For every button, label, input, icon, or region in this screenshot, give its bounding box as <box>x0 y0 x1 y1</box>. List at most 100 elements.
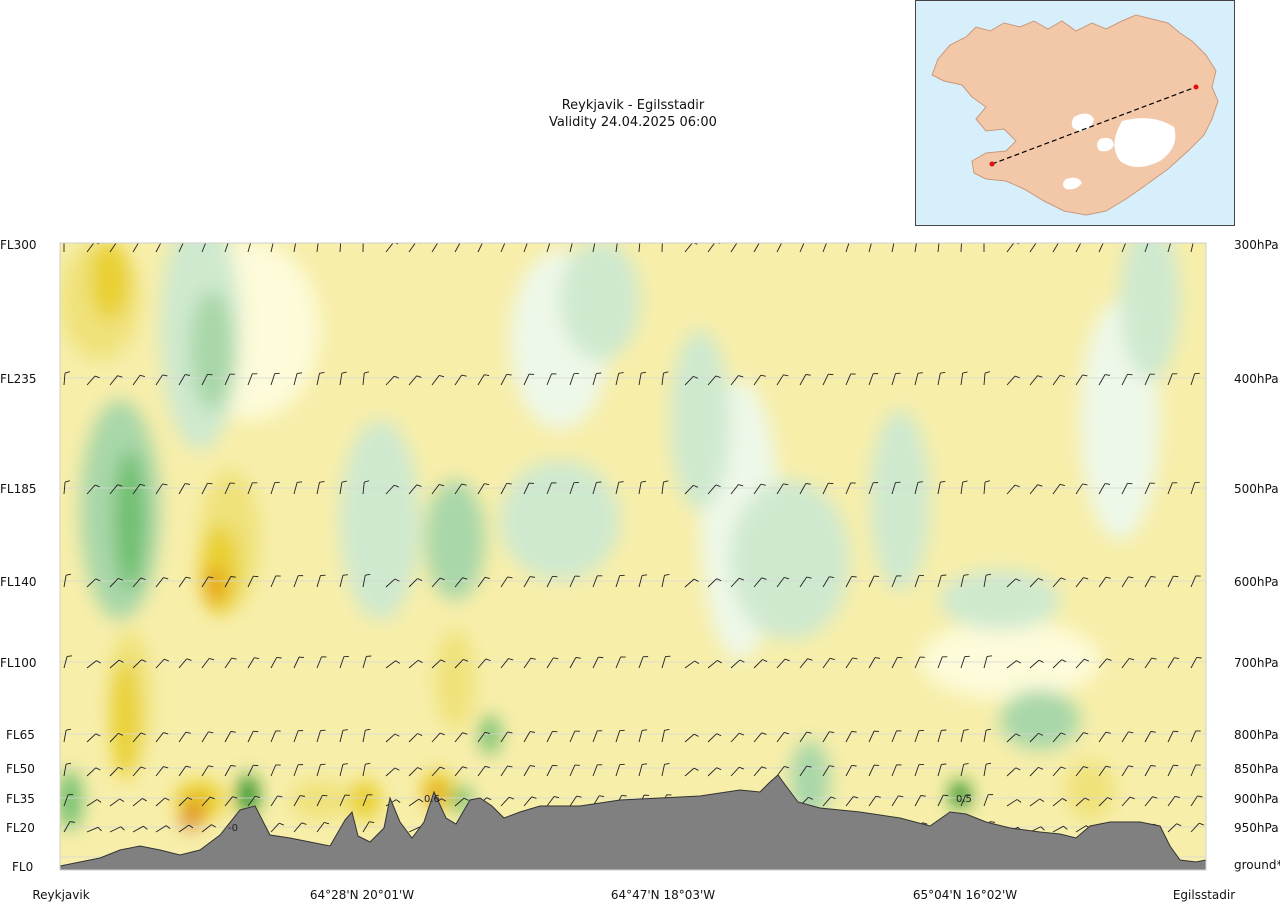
barb-feather <box>575 657 581 659</box>
barb-r5-1 <box>86 733 101 743</box>
barb-staff <box>799 765 808 777</box>
barb-staff <box>960 656 966 669</box>
barb-feather <box>417 767 423 770</box>
barb-feather <box>693 767 699 771</box>
barb-r1-6 <box>201 373 213 386</box>
glacier-langjokull <box>1071 113 1094 131</box>
barb-staff <box>638 730 643 743</box>
barb-r6-46 <box>1121 765 1134 777</box>
y-left-tick-fl0: FL0 <box>12 860 34 874</box>
barb-feather <box>394 733 400 737</box>
barb-feather <box>782 241 787 242</box>
barb-r4-38 <box>937 656 948 669</box>
barb-r4-25 <box>638 656 649 669</box>
barb-feather <box>917 481 923 483</box>
barb-r8-0 <box>63 821 76 833</box>
barb-r1-10 <box>293 372 303 386</box>
barb-r4-20 <box>523 657 536 669</box>
barb-staff <box>891 730 897 743</box>
barb-feather <box>162 374 168 377</box>
barb-r8-4 <box>155 825 171 833</box>
barb-r3-14 <box>385 578 400 588</box>
barb-staff <box>1029 375 1038 386</box>
barb-feather <box>1038 766 1044 770</box>
barb-feather <box>439 483 445 487</box>
barb-staff <box>339 243 342 253</box>
barb-r0-11 <box>316 243 319 253</box>
barb-staff <box>1006 733 1017 743</box>
barb-feather <box>188 824 194 829</box>
barb-r7-11 <box>316 794 328 807</box>
barb-feather <box>96 660 101 664</box>
barb-staff <box>454 577 463 588</box>
barb-r1-29 <box>730 375 744 386</box>
barb-feather <box>187 797 193 800</box>
barb-feather <box>1129 657 1135 661</box>
barb-r3-33 <box>822 576 835 588</box>
barb-r2-44 <box>1075 483 1088 495</box>
barb-feather <box>507 765 513 768</box>
barb-feather <box>760 242 765 243</box>
barb-r6-31 <box>776 765 790 777</box>
barb-r6-3 <box>132 766 146 777</box>
barb-staff <box>983 575 987 588</box>
barb-staff <box>431 577 441 588</box>
barb-staff <box>707 733 717 743</box>
barb-staff <box>408 578 418 588</box>
barb-r5-20 <box>523 731 536 743</box>
barb-r7-9 <box>270 795 283 807</box>
barb-r2-4 <box>155 483 168 495</box>
barb-feather <box>297 481 303 483</box>
barb-staff <box>109 733 119 743</box>
barb-r5-18 <box>477 731 491 743</box>
barb-feather <box>1015 578 1021 582</box>
barb-feather <box>530 657 536 660</box>
barb-feather <box>208 765 214 768</box>
barb-r4-15 <box>408 659 423 669</box>
barb-staff <box>592 482 597 495</box>
reykjavik-marker <box>989 161 995 167</box>
barb-r1-43 <box>1052 374 1066 386</box>
barb-r1-15 <box>408 375 422 386</box>
barb-staff <box>500 765 508 777</box>
barb-r3-9 <box>270 575 281 588</box>
barb-feather <box>1150 576 1156 578</box>
barb-r7-42 <box>1029 798 1045 807</box>
barb-staff <box>201 658 210 669</box>
barb-staff <box>1167 657 1175 669</box>
barb-staff <box>615 730 621 743</box>
barb-feather <box>808 796 814 800</box>
barb-feather <box>962 480 968 483</box>
barb-r2-8 <box>247 482 258 495</box>
barb-staff <box>385 767 396 777</box>
barb-staff <box>1121 796 1131 807</box>
barb-staff <box>1190 575 1197 588</box>
barb-feather <box>1105 731 1111 734</box>
barb-feather <box>1083 766 1089 769</box>
barb-staff <box>753 659 763 669</box>
barb-r2-29 <box>730 484 744 495</box>
y-left-tick-fl35: FL35 <box>6 792 35 806</box>
barb-r7-13 <box>362 794 373 807</box>
barb-staff <box>408 484 418 495</box>
barb-feather <box>717 660 722 664</box>
barb-staff <box>523 765 531 777</box>
barb-feather <box>143 825 148 830</box>
barb-r4-0 <box>63 655 73 669</box>
barb-r6-37 <box>914 764 924 777</box>
barb-staff <box>1098 731 1107 743</box>
barb-feather <box>117 484 123 487</box>
x-tick-waypoint-1: 64°28'N 20°01'W <box>309 888 415 902</box>
barb-feather <box>618 372 624 374</box>
barb-r1-44 <box>1075 374 1088 386</box>
barb-staff <box>1190 373 1196 386</box>
field-blob-37 <box>950 781 970 809</box>
barb-staff <box>569 373 575 386</box>
barb-r6-22 <box>569 764 580 777</box>
barb-r4-40 <box>983 655 993 669</box>
barb-r6-34 <box>845 764 857 777</box>
barb-feather <box>1127 482 1133 485</box>
barb-r6-17 <box>454 766 468 777</box>
barb-feather <box>760 483 766 486</box>
barb-staff <box>1052 732 1062 743</box>
